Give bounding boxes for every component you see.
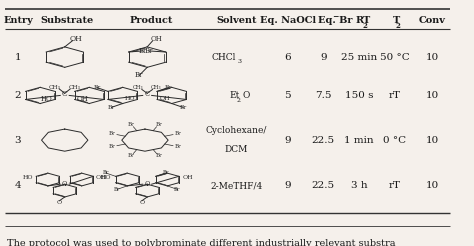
Text: Br: Br (145, 47, 153, 55)
Text: 9: 9 (284, 136, 291, 145)
Text: DCM: DCM (225, 145, 248, 154)
Text: HO: HO (125, 96, 135, 101)
Text: Br: Br (179, 105, 186, 110)
Text: Br: Br (174, 144, 182, 149)
Text: 3: 3 (237, 59, 242, 64)
Text: Br: Br (102, 170, 109, 175)
Text: Br: Br (174, 131, 182, 136)
Text: OH: OH (70, 35, 82, 43)
Text: CH₃: CH₃ (49, 85, 61, 90)
Text: CH₃: CH₃ (151, 85, 162, 90)
Text: OH: OH (183, 175, 193, 180)
Text: HO: HO (41, 95, 53, 104)
Text: The protocol was used to polybrominate different industrially relevant substra: The protocol was used to polybrominate d… (7, 239, 395, 246)
Text: O: O (243, 91, 250, 100)
Text: 25 min: 25 min (341, 53, 377, 62)
Text: Substrate: Substrate (40, 16, 93, 25)
Text: 2: 2 (396, 22, 401, 30)
Text: 10: 10 (426, 136, 439, 145)
Text: 10: 10 (426, 91, 439, 100)
Text: Solvent: Solvent (216, 16, 256, 25)
Text: Br: Br (128, 153, 135, 158)
Text: 2: 2 (15, 91, 21, 100)
Text: 150 s: 150 s (345, 91, 373, 100)
Text: 1 min: 1 min (344, 136, 374, 145)
Text: 1: 1 (15, 53, 21, 62)
Text: HO: HO (23, 175, 34, 180)
Text: RT: RT (356, 16, 371, 25)
Text: HO: HO (101, 175, 111, 180)
Text: OH: OH (96, 175, 107, 180)
Text: 4: 4 (15, 181, 21, 190)
Text: O: O (145, 180, 150, 188)
Text: C: C (62, 90, 68, 98)
Text: 50 °C: 50 °C (380, 53, 410, 62)
Text: 22.5: 22.5 (312, 136, 335, 145)
Text: Br: Br (164, 85, 172, 90)
Text: 9: 9 (320, 53, 327, 62)
Text: Br: Br (128, 122, 135, 127)
Text: 22.5: 22.5 (312, 181, 335, 190)
Text: Br: Br (114, 187, 120, 192)
Text: 6: 6 (284, 53, 291, 62)
Text: OH: OH (150, 35, 162, 44)
Text: Entry: Entry (3, 16, 33, 25)
Text: Product: Product (130, 16, 173, 25)
Text: CH₃: CH₃ (69, 85, 81, 90)
Text: Conv: Conv (419, 16, 446, 25)
Text: 0 °C: 0 °C (383, 136, 406, 145)
Text: 5: 5 (284, 91, 291, 100)
Text: 10: 10 (426, 53, 439, 62)
Text: Br: Br (139, 47, 147, 55)
Text: CHCl: CHCl (212, 53, 237, 62)
Text: T: T (393, 16, 400, 25)
Text: Br: Br (155, 153, 162, 158)
Text: 3: 3 (15, 136, 21, 145)
Text: Br: Br (109, 144, 115, 149)
Text: Br: Br (135, 71, 143, 79)
Text: Eq. NaOCl: Eq. NaOCl (260, 16, 316, 25)
Text: rT: rT (389, 181, 401, 190)
Text: 9: 9 (284, 181, 291, 190)
Text: Cyclohexane/: Cyclohexane/ (206, 126, 267, 135)
Text: 2: 2 (363, 22, 368, 30)
Text: −: − (333, 13, 339, 21)
Text: Br: Br (93, 85, 100, 90)
Text: Br: Br (162, 170, 169, 175)
Text: rT: rT (389, 91, 401, 100)
Text: O: O (139, 200, 145, 205)
Text: Br: Br (174, 187, 180, 192)
Text: Eq. Br: Eq. Br (318, 16, 353, 25)
Text: OH: OH (77, 95, 89, 104)
Text: CH₃: CH₃ (133, 85, 144, 90)
Text: 2: 2 (237, 98, 241, 103)
Text: Et: Et (230, 91, 240, 100)
Text: Br: Br (155, 122, 162, 127)
Text: Br: Br (109, 131, 115, 136)
Text: O: O (57, 200, 62, 205)
Text: OH: OH (159, 96, 170, 101)
Text: 10: 10 (426, 181, 439, 190)
Text: 7.5: 7.5 (315, 91, 331, 100)
Text: C: C (145, 90, 150, 98)
Text: O: O (62, 180, 67, 188)
Text: 3 h: 3 h (351, 181, 367, 190)
Text: Br: Br (108, 105, 115, 110)
Text: 2-MeTHF/4: 2-MeTHF/4 (210, 181, 263, 190)
